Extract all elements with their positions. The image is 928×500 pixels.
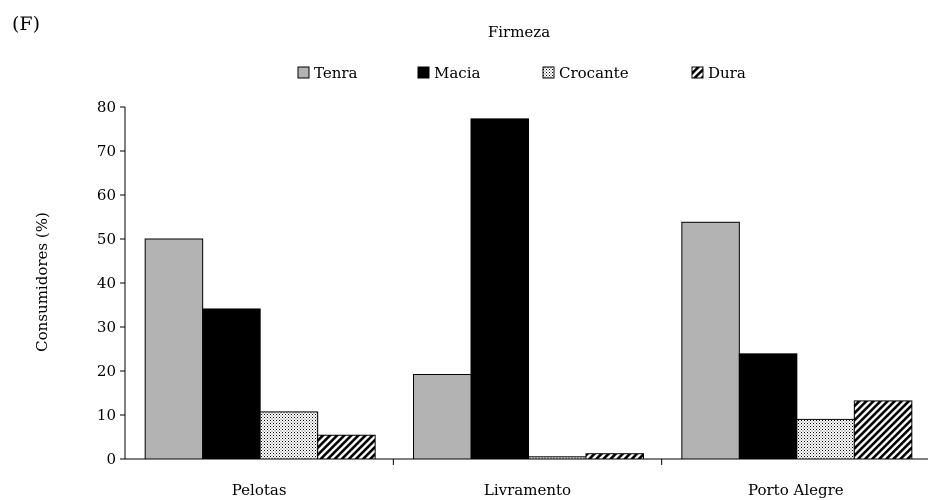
y-tick-label: 30 [97, 318, 116, 336]
x-tick-label: Pelotas [232, 481, 287, 499]
bar-macia-pelotas [202, 308, 261, 460]
bar-macia-porto-alegre [738, 353, 798, 460]
bar-macia-livramento [470, 118, 529, 460]
legend-label-macia: Macia [434, 64, 481, 82]
chart-title: Firmeza [488, 23, 550, 41]
y-tick-label: 20 [97, 362, 116, 380]
bar-crocante-pelotas [259, 411, 319, 460]
legend-swatch-crocante [542, 66, 555, 79]
bar-crocante-livramento [528, 456, 587, 460]
bar-tenra-livramento [413, 374, 472, 460]
legend-label-crocante: Crocante [559, 64, 629, 82]
legend-swatch-dura [691, 66, 704, 79]
legend-swatch-macia [417, 66, 430, 79]
y-tick-label: 70 [97, 142, 116, 160]
legend-label-dura: Dura [708, 64, 746, 82]
y-tick-label: 80 [97, 98, 116, 116]
bar-dura-porto-alegre [853, 400, 913, 460]
bars [144, 118, 913, 460]
bar-dura-pelotas [317, 434, 376, 460]
panel-label: (F) [12, 13, 40, 35]
x-tick-label: Porto Alegre [748, 481, 844, 499]
x-tick-label: Livramento [484, 481, 571, 499]
legend-swatch-tenra [297, 66, 310, 79]
x-axis: Pelotas Livramento Porto Alegre [125, 458, 928, 499]
y-tick-label: 0 [106, 450, 116, 468]
bar-tenra-porto-alegre [681, 221, 740, 460]
bar-crocante-porto-alegre [796, 418, 855, 460]
y-tick-label: 40 [97, 274, 116, 292]
y-axis: 0 10 20 30 40 50 60 70 80 [97, 98, 126, 468]
bar-dura-livramento [585, 453, 644, 460]
y-axis-label: Consumidores (%) [33, 212, 51, 352]
y-tick-label: 10 [97, 406, 116, 424]
y-tick-label: 60 [97, 186, 116, 204]
legend-label-tenra: Tenra [314, 64, 358, 82]
y-tick-label: 50 [97, 230, 116, 248]
legend: Tenra Macia Crocante Dura [297, 64, 746, 82]
bar-tenra-pelotas [144, 238, 204, 460]
